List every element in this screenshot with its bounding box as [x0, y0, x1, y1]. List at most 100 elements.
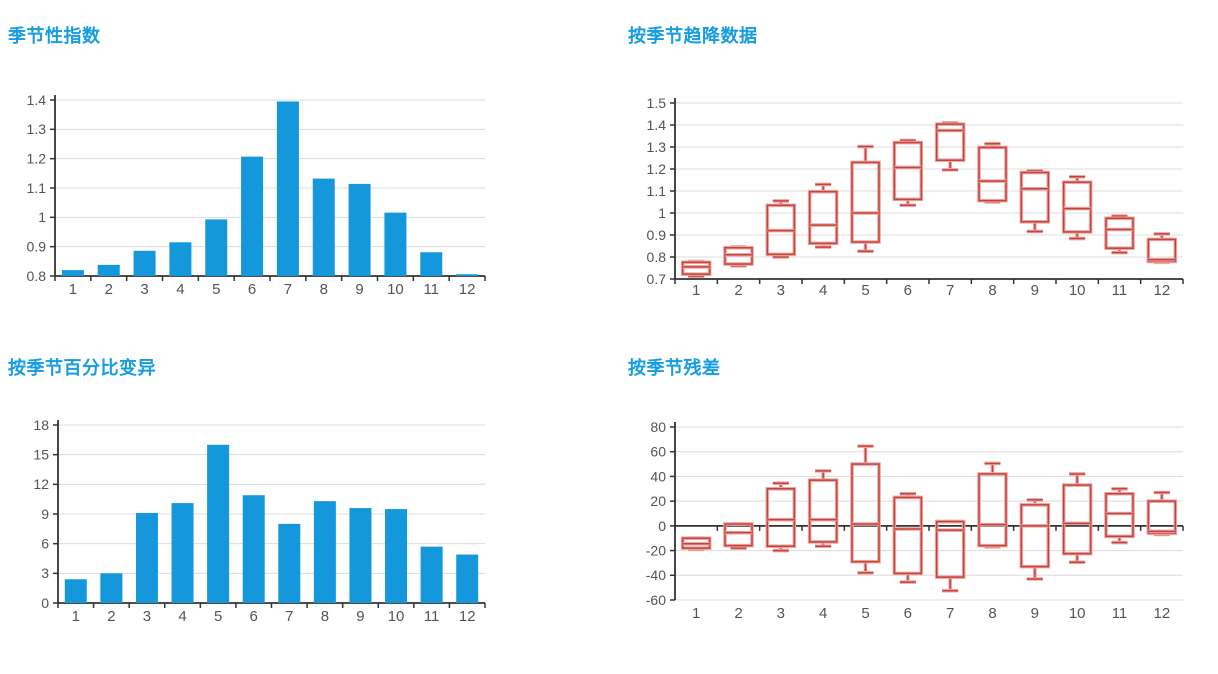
y-tick-label: -40: [646, 567, 666, 583]
box: [1019, 498, 1051, 581]
bar: [205, 219, 228, 276]
x-axis: [57, 602, 486, 608]
bar: [241, 156, 264, 276]
box: [723, 522, 754, 550]
y-tick-label: 6: [41, 536, 49, 552]
bar: [349, 508, 372, 603]
bar: [207, 444, 230, 603]
bar: [100, 573, 123, 603]
title-residuals: 按季节残差: [628, 358, 721, 378]
x-tick-label: 8: [321, 608, 329, 625]
x-tick-label: 8: [320, 281, 328, 298]
box: [1061, 174, 1093, 241]
y-axis: [670, 98, 676, 280]
x-tick-labels: 1 2 3 4 5 6 7 8 9 10 11 12: [72, 608, 476, 625]
x-tick-label: 4: [176, 281, 184, 298]
y-tick-label: 1.4: [647, 117, 667, 133]
boxes: [680, 120, 1178, 278]
box: [680, 259, 712, 278]
grid-lines: [55, 99, 485, 248]
x-tick-label: 7: [285, 608, 293, 625]
x-tick-labels: 1 2 3 4 5 6 7 8 9 10 11 12: [692, 605, 1170, 622]
bars: [61, 101, 479, 276]
x-tick-label: 1: [692, 605, 700, 622]
x-tick-label: 12: [459, 281, 476, 298]
y-tick-label: 0.8: [27, 268, 47, 284]
x-tick-label: 3: [143, 608, 151, 625]
x-axis: [674, 278, 1184, 284]
grid-lines: [675, 102, 1183, 258]
y-tick-label: 0: [41, 595, 49, 611]
box: [1019, 168, 1051, 234]
y-tick-labels: 0.8 0.9 1 1.1 1.2 1.3 1.4: [27, 92, 47, 284]
bar: [313, 501, 336, 603]
y-tick-label: 9: [41, 506, 49, 522]
y-tick-label: -60: [646, 592, 666, 608]
y-tick-label: 1.5: [647, 95, 667, 111]
y-tick-label: 1.1: [647, 183, 667, 199]
boxes: [680, 444, 1178, 593]
bar: [171, 503, 194, 603]
y-tick-label: 20: [650, 493, 666, 509]
bars: [64, 444, 479, 603]
y-tick-label: -20: [646, 542, 666, 558]
x-tick-label: 10: [1069, 605, 1086, 622]
bar: [169, 242, 192, 276]
x-axis: [674, 524, 1184, 531]
y-tick-label: 12: [33, 476, 49, 492]
box: [892, 491, 924, 584]
box: [977, 461, 1008, 549]
panel-percent-variation: 按季节百分比变异 1 2 3 4 5 6 7 8 9 10 11 12 0 3 6 9 12 15 18: [8, 352, 613, 674]
box: [680, 536, 712, 552]
box: [934, 519, 966, 593]
bar: [348, 183, 371, 276]
x-tick-label: 5: [861, 605, 869, 622]
seasonal-index-bar-chart: 1 2 3 4 5 6 7 8 9 10 11 120.80.911.11.21.31.4: [27, 92, 486, 298]
bar: [97, 264, 120, 276]
y-tick-label: 0.7: [647, 271, 667, 287]
x-tick-label: 5: [861, 282, 869, 299]
y-tick-label: 0.8: [647, 249, 667, 265]
bar: [276, 101, 299, 276]
x-tick-label: 4: [819, 605, 827, 622]
x-tick-label: 6: [250, 608, 258, 625]
y-tick-labels: -60 -40 -20 0 20 40 60 80: [646, 419, 666, 608]
x-tick-label: 2: [105, 281, 113, 298]
x-tick-label: 10: [1069, 282, 1086, 299]
y-axis: [53, 420, 59, 604]
x-tick-label: 5: [212, 281, 220, 298]
bar: [64, 579, 87, 603]
x-axis: [54, 275, 486, 281]
bar: [242, 495, 265, 603]
x-tick-label: 8: [988, 605, 996, 622]
y-tick-label: 0.9: [647, 227, 667, 243]
title-percent-variation: 按季节百分比变异: [8, 358, 156, 378]
box: [1104, 486, 1135, 545]
box: [807, 469, 839, 549]
x-tick-label: 9: [1031, 282, 1039, 299]
box: [850, 144, 881, 254]
y-tick-label: 40: [650, 468, 666, 484]
x-tick-label: 11: [1112, 605, 1128, 622]
panel-seasonal-index: 季节性指数 1 2 3 4 5 6 7 8 9 10 11 12 0.8 0.9 1 1.1 1.2 1.3 1.4: [8, 20, 613, 342]
x-tick-labels: 1 2 3 4 5 6 7 8 9 10 11 12: [692, 282, 1170, 299]
bar: [278, 523, 301, 603]
x-tick-label: 1: [69, 281, 77, 298]
x-tick-label: 12: [459, 608, 476, 625]
grid-lines: [675, 426, 1183, 601]
x-tick-label: 6: [904, 605, 912, 622]
box: [977, 141, 1008, 204]
y-tick-label: 1.3: [647, 139, 667, 155]
box: [1061, 472, 1093, 565]
box: [1146, 232, 1178, 265]
x-tick-label: 7: [946, 605, 954, 622]
x-tick-label: 2: [734, 282, 742, 299]
x-tick-label: 10: [387, 281, 404, 298]
x-tick-label: 7: [946, 282, 954, 299]
title-seasonal-index: 季节性指数: [8, 26, 101, 46]
x-tick-label: 11: [1112, 282, 1128, 299]
x-tick-label: 3: [777, 605, 785, 622]
y-tick-label: 60: [650, 444, 666, 460]
